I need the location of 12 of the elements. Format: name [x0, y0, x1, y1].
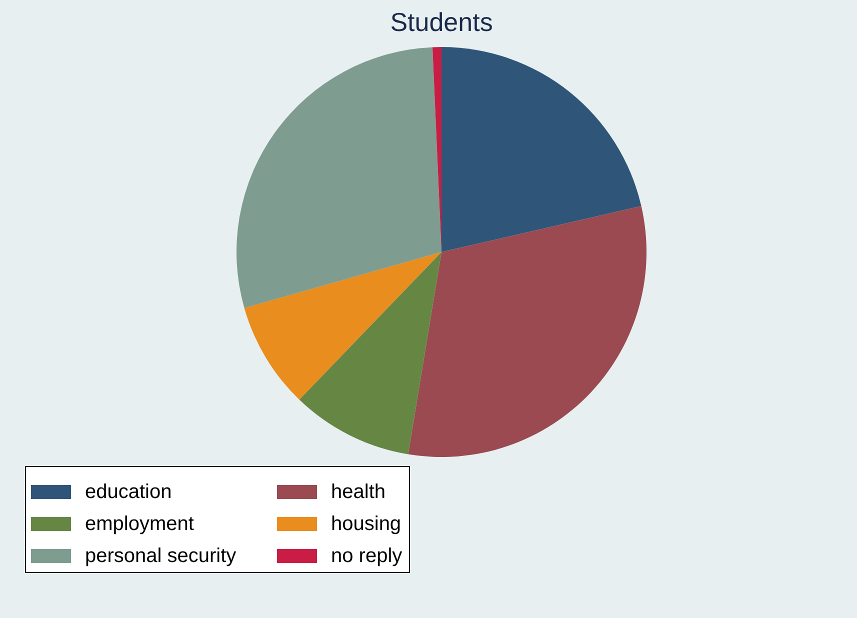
- pie-slice: [408, 206, 646, 457]
- legend-label: personal security: [85, 545, 236, 567]
- pie-slice: [244, 252, 442, 400]
- legend-label: health: [331, 481, 386, 503]
- legend-label: employment: [85, 513, 194, 535]
- legend-label: no reply: [331, 545, 402, 567]
- pie-slice: [236, 47, 442, 308]
- pie-slice: [299, 252, 442, 454]
- legend-label: housing: [331, 513, 402, 535]
- chart-title: Students: [390, 7, 493, 37]
- legend-label: education: [85, 481, 172, 503]
- pie-slice: [442, 47, 642, 252]
